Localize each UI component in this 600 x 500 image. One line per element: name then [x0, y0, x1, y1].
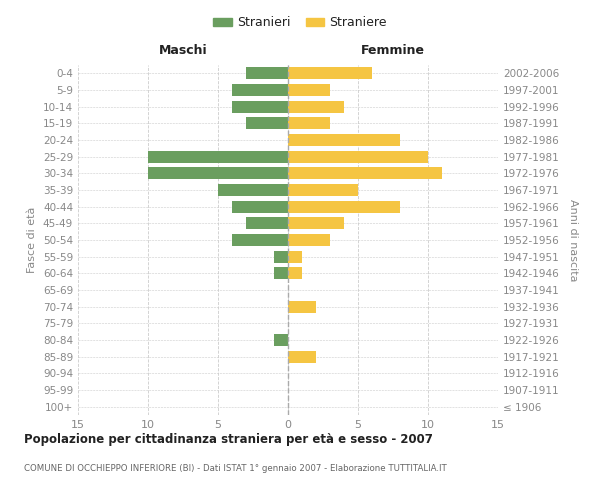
Bar — [246, 68, 288, 80]
Bar — [232, 200, 288, 212]
Bar — [274, 334, 288, 346]
Legend: Stranieri, Straniere: Stranieri, Straniere — [208, 11, 392, 34]
Bar — [288, 168, 442, 179]
Bar — [288, 84, 330, 96]
Bar — [288, 118, 330, 130]
Bar — [288, 200, 400, 212]
Bar — [288, 268, 302, 280]
Y-axis label: Anni di nascita: Anni di nascita — [568, 198, 578, 281]
Bar — [288, 150, 428, 162]
Bar — [218, 184, 288, 196]
Bar — [288, 218, 344, 230]
Bar — [288, 350, 316, 362]
Text: Popolazione per cittadinanza straniera per età e sesso - 2007: Popolazione per cittadinanza straniera p… — [24, 432, 433, 446]
Y-axis label: Fasce di età: Fasce di età — [28, 207, 37, 273]
Bar — [148, 150, 288, 162]
Bar — [288, 234, 330, 246]
Bar — [274, 268, 288, 280]
Bar — [288, 300, 316, 312]
Text: COMUNE DI OCCHIEPPO INFERIORE (BI) - Dati ISTAT 1° gennaio 2007 - Elaborazione T: COMUNE DI OCCHIEPPO INFERIORE (BI) - Dat… — [24, 464, 447, 473]
Bar — [232, 234, 288, 246]
Bar — [288, 134, 400, 146]
Text: Femmine: Femmine — [361, 44, 425, 57]
Bar — [288, 184, 358, 196]
Bar — [246, 118, 288, 130]
Bar — [246, 218, 288, 230]
Bar — [232, 100, 288, 112]
Text: Maschi: Maschi — [158, 44, 208, 57]
Bar — [232, 84, 288, 96]
Bar — [274, 250, 288, 262]
Bar — [288, 100, 344, 112]
Bar — [288, 250, 302, 262]
Bar — [148, 168, 288, 179]
Bar — [288, 68, 372, 80]
